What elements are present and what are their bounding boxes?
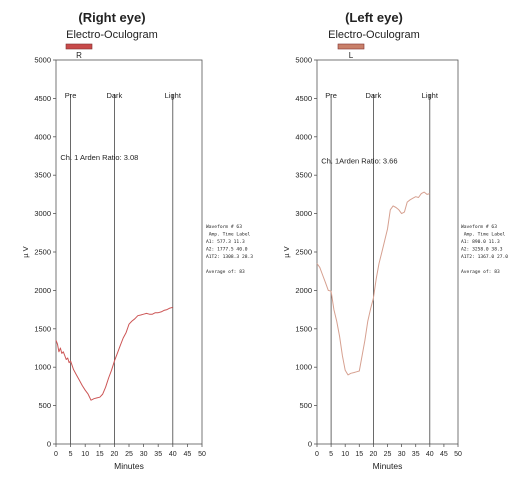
- y-tick-label: 4500: [295, 94, 312, 103]
- x-tick-label: 50: [454, 451, 462, 458]
- plot-frame: [316, 59, 459, 445]
- y-tick-label: 1000: [34, 363, 51, 372]
- legend-label: R: [76, 51, 82, 60]
- x-tick-label: 10: [81, 451, 89, 458]
- x-tick-label: 45: [440, 451, 448, 458]
- eog-trace: [316, 191, 430, 376]
- x-tick-label: 30: [398, 451, 406, 458]
- y-tick-label: 5000: [34, 56, 51, 65]
- x-tick-label: 15: [355, 451, 363, 458]
- waveform-table-line: A2: 3258.0 38.3: [461, 247, 503, 253]
- x-tick-label: 0: [315, 451, 319, 458]
- legend-label: L: [349, 51, 354, 60]
- left-eye-panel: (Left eye)Electro-OculogramL050010001500…: [282, 10, 508, 471]
- x-tick-label: 50: [198, 451, 206, 458]
- y-tick-label: 2500: [295, 248, 312, 257]
- y-tick-label: 1500: [34, 324, 51, 333]
- y-tick-label: 3500: [295, 171, 312, 180]
- x-tick-label: 40: [426, 451, 434, 458]
- y-tick-label: 2000: [295, 286, 312, 295]
- x-tick-label: 45: [184, 451, 192, 458]
- panel-heading: (Right eye): [78, 10, 145, 25]
- waveform-table-line: Average of: 83: [206, 269, 245, 275]
- x-tick-label: 20: [370, 451, 378, 458]
- y-tick-label: 3500: [34, 171, 51, 180]
- waveform-table-line: Waveform # 63: [206, 224, 242, 230]
- chart-title: Electro-Oculogram: [66, 29, 158, 41]
- y-tick-label: 3000: [295, 209, 312, 218]
- y-tick-label: 5000: [295, 56, 312, 65]
- x-tick-label: 35: [154, 451, 162, 458]
- x-tick-label: 0: [54, 451, 58, 458]
- y-tick-label: 4500: [34, 94, 51, 103]
- y-tick-label: 2500: [34, 248, 51, 257]
- phase-marker-label: Pre: [325, 91, 337, 100]
- waveform-table-line: A2: 1777.5 40.0: [206, 247, 248, 253]
- waveform-table-line: Amp. Time Label: [461, 232, 505, 238]
- waveform-table-line: A1T2: 1308.3 28.3: [206, 254, 253, 260]
- y-tick-label: 1000: [295, 363, 312, 372]
- y-axis-label: µ V: [282, 246, 291, 257]
- y-tick-label: 500: [299, 401, 312, 410]
- legend-swatch: [65, 43, 93, 50]
- x-axis-label: Minutes: [114, 461, 144, 471]
- x-tick-label: 10: [341, 451, 349, 458]
- phase-marker-label: Dark: [365, 91, 381, 100]
- plot-frame: [55, 59, 203, 445]
- panel-heading: (Left eye): [345, 10, 403, 25]
- x-tick-label: 5: [329, 451, 333, 458]
- right-eye-panel: (Right eye)Electro-OculogramR05001000150…: [21, 10, 253, 471]
- phase-marker-label: Light: [165, 91, 182, 100]
- chart-title: Electro-Oculogram: [328, 29, 420, 41]
- waveform-table-line: A1: 890.0 11.3: [461, 239, 500, 245]
- legend-swatch: [337, 43, 365, 50]
- phase-marker-label: Pre: [65, 91, 77, 100]
- waveform-table-line: A1: 577.3 11.3: [206, 239, 245, 245]
- phase-marker-label: Dark: [106, 91, 122, 100]
- x-tick-label: 5: [69, 451, 73, 458]
- y-tick-label: 4000: [295, 132, 312, 141]
- phase-marker-label: Light: [422, 91, 439, 100]
- waveform-table-line: Waveform # 63: [461, 224, 497, 230]
- arden-ratio-annotation: Ch. 1 Arden Ratio: 3.08: [60, 153, 138, 162]
- x-tick-label: 35: [412, 451, 420, 458]
- waveform-table: Waveform # 63 Amp. Time Label A1: 577.3 1…: [206, 224, 253, 275]
- waveform-table-line: Amp. Time Label: [206, 232, 250, 238]
- y-axis-label: µ V: [21, 246, 30, 257]
- waveform-table-line: [206, 263, 209, 268]
- x-axis-label: Minutes: [373, 461, 403, 471]
- x-tick-label: 30: [140, 451, 148, 458]
- y-tick-label: 4000: [34, 132, 51, 141]
- waveform-table-line: A1T2: 1367.0 27.0: [461, 254, 508, 260]
- arden-ratio-annotation: Ch. 1Arden Ratio: 3.66: [321, 157, 397, 166]
- y-tick-label: 2000: [34, 286, 51, 295]
- waveform-table: Waveform # 63 Amp. Time Label A1: 890.0 1…: [461, 224, 508, 275]
- y-tick-label: 0: [308, 440, 312, 449]
- x-tick-label: 20: [111, 451, 119, 458]
- y-tick-label: 1500: [295, 324, 312, 333]
- x-tick-label: 25: [384, 451, 392, 458]
- x-tick-label: 40: [169, 451, 177, 458]
- x-tick-label: 25: [125, 451, 133, 458]
- y-tick-label: 0: [47, 440, 51, 449]
- y-tick-label: 3000: [34, 209, 51, 218]
- eog-trace: [55, 306, 173, 401]
- waveform-table-line: [461, 263, 464, 268]
- y-tick-label: 500: [38, 401, 51, 410]
- x-tick-label: 15: [96, 451, 104, 458]
- waveform-table-line: Average of: 83: [461, 269, 500, 275]
